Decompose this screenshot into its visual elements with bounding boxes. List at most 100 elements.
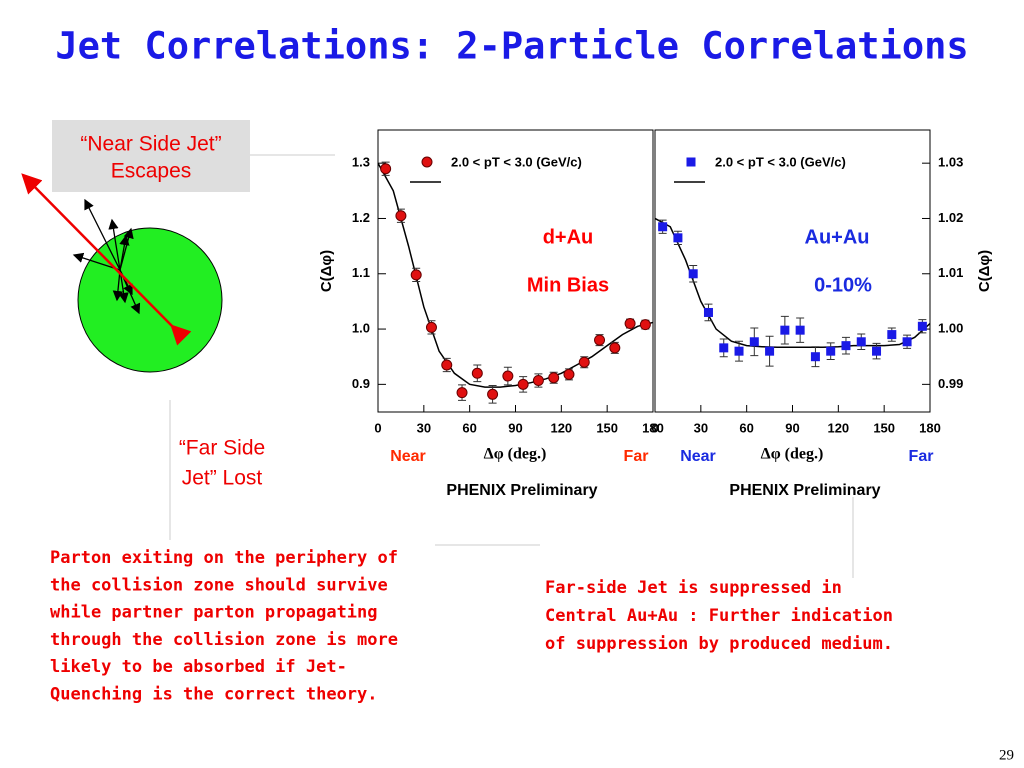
far-label: Jet” Lost [182,467,263,490]
note-line: Quenching is the correct theory. [50,685,378,705]
data-point [688,269,698,279]
data-point [749,337,759,347]
x-tick-label: 90 [508,420,522,435]
near-label: Escapes [111,160,192,183]
x-tick-label: 30 [417,420,431,435]
data-point [624,318,636,330]
annotation: Min Bias [527,274,609,296]
legend-marker [686,157,696,167]
y-axis-label: C(Δφ) [318,250,335,292]
data-point [780,325,790,335]
data-point [456,387,468,399]
annotation: Au+Au [805,226,870,248]
far-label: Far [624,448,649,465]
data-point [563,368,575,380]
data-point [734,346,744,356]
data-point [609,342,621,354]
data-point [795,325,805,335]
annotation: 0-10% [814,274,872,296]
collision-zone [77,227,223,373]
y-tick-label: 1.02 [938,210,963,225]
data-point [872,346,882,356]
y-axis-label: C(Δφ) [976,250,993,292]
guide-lines [169,154,854,578]
note-line: while partner parton propagating [50,603,378,623]
x-tick-label: 60 [739,420,753,435]
note-line: of suppression by produced medium. [545,634,893,654]
chart-footer: PHENIX Preliminary [729,482,880,499]
y-tick-label: 1.2 [352,210,370,225]
data-point [658,222,668,232]
data-point [826,346,836,356]
y-tick-label: 1.1 [352,265,370,280]
x-tick-label: 90 [785,420,799,435]
x-tick-label: 0 [651,420,658,435]
x-tick-label: 30 [694,420,708,435]
note-line: Far-side Jet is suppressed in [545,578,842,598]
far-label: Far [909,448,934,465]
data-point [639,319,651,331]
data-point [548,372,560,384]
page-number: 29 [999,747,1014,763]
near-label: Near [390,448,426,465]
x-tick-label: 0 [374,420,381,435]
data-point [887,330,897,340]
fit-curve [377,162,654,388]
data-point [517,378,529,390]
data-point [765,346,775,356]
x-axis-label: Δφ (deg.) [761,446,824,463]
data-point [380,163,392,175]
data-point [410,269,422,281]
far-label: “Far Side [179,437,265,460]
x-tick-label: 180 [919,420,941,435]
data-point [502,370,514,382]
note-line: Central Au+Au : Further indication [545,606,893,626]
near-label: Near [680,448,716,465]
fit-curve [654,217,931,349]
y-tick-label: 1.0 [352,320,370,335]
x-tick-label: 150 [873,420,895,435]
legend-label: 2.0 < pT < 3.0 (GeV/c) [451,154,582,169]
note-line: through the collision zone is more [50,630,398,650]
note-line: likely to be absorbed if Jet- [50,657,347,677]
legend-label: 2.0 < pT < 3.0 (GeV/c) [715,154,846,169]
y-tick-label: 1.3 [352,155,370,170]
data-point [594,334,606,346]
chart-footer: PHENIX Preliminary [446,482,597,499]
data-point [902,337,912,347]
y-tick-label: 0.99 [938,376,963,391]
data-point [856,337,866,347]
jet-axis [21,173,192,346]
slide-title: Jet Correlations: 2-Particle Correlation… [55,25,968,68]
x-axis-label: Δφ (deg.) [484,446,547,463]
note-line: the collision zone should survive [50,575,388,595]
legend-marker [421,156,433,168]
data-point [487,388,499,400]
y-tick-label: 1.00 [938,320,963,335]
data-point [471,367,483,379]
x-tick-label: 60 [462,420,476,435]
data-point [425,321,437,333]
x-tick-label: 120 [827,420,849,435]
note-line: Parton exiting on the periphery of [50,548,398,568]
near-label: “Near Side Jet” [80,133,221,156]
x-tick-label: 180 [642,420,664,435]
data-point [719,343,729,353]
data-point [578,356,590,368]
x-tick-label: 120 [550,420,572,435]
x-tick-label: 150 [596,420,618,435]
annotation: d+Au [543,226,594,248]
data-point [841,341,851,351]
data-point [703,307,713,317]
data-point [441,359,453,371]
data-point [532,374,544,386]
data-point [810,352,820,362]
y-tick-label: 1.01 [938,265,963,280]
data-point [395,210,407,222]
y-tick-label: 1.03 [938,155,963,170]
data-point [917,321,927,331]
y-tick-label: 0.9 [352,376,370,391]
data-point [673,233,683,243]
